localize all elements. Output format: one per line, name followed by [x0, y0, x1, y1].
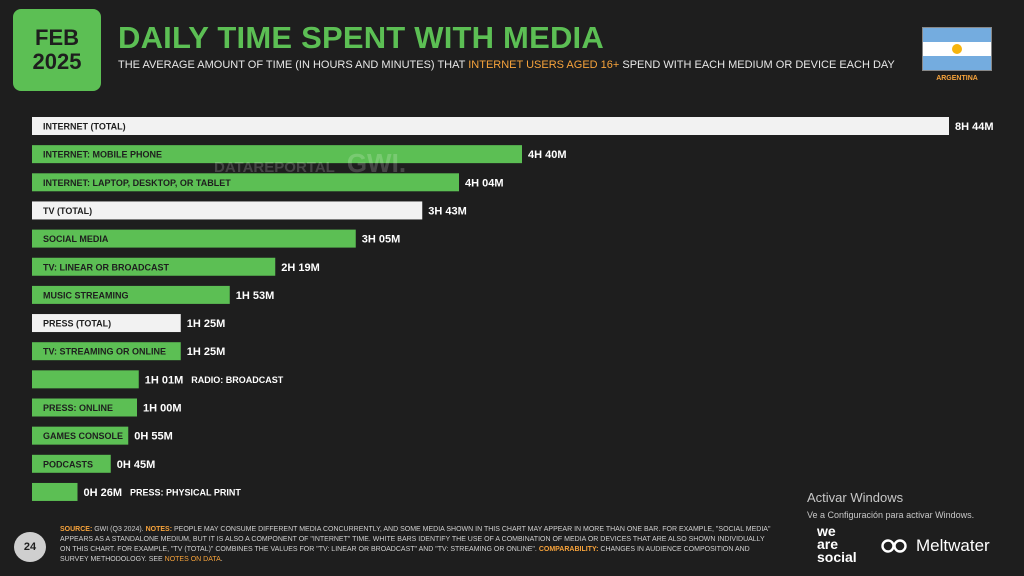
- category-label-press-total: PRESS (TOTAL): [43, 319, 111, 329]
- page-title: DAILY TIME SPENT WITH MEDIA: [118, 20, 604, 55]
- footnote-end: .: [220, 556, 223, 563]
- category-label-internet-laptop-desktop-or-tablet: INTERNET: LAPTOP, DESKTOP, OR TABLET: [43, 178, 231, 188]
- value-label-press-physical-print: 0H 26M: [84, 487, 123, 499]
- page-subtitle: THE AVERAGE AMOUNT OF TIME (IN HOURS AND…: [118, 59, 895, 71]
- country-label: ARGENTINA: [936, 75, 978, 82]
- bar-internet-mobile-phone: [32, 145, 522, 164]
- bar-press-total: [32, 314, 181, 333]
- date-badge: FEB 2025: [13, 9, 101, 91]
- we-are-social-logo: we are social: [817, 523, 857, 565]
- category-label-press-physical-print: PRESS: PHYSICAL PRINT: [130, 487, 241, 497]
- was-line3: social: [817, 549, 857, 565]
- category-label-radio-broadcast: RADIO: BROADCAST: [191, 375, 283, 385]
- activation-subtitle: Ve a Configuración para activar Windows.: [807, 510, 975, 520]
- page-number: 24: [14, 532, 46, 562]
- subtitle-highlight: INTERNET USERS AGED 16+: [468, 59, 620, 71]
- value-label-press-total: 1H 25M: [187, 318, 226, 330]
- bar-tv-streaming-or-online: [32, 342, 181, 361]
- value-label-press-online: 1H 00M: [143, 403, 182, 415]
- notes-on-data-link[interactable]: NOTES ON DATA: [164, 556, 221, 563]
- value-label-music-streaming: 1H 53M: [236, 290, 275, 302]
- category-label-social-media: SOCIAL MEDIA: [43, 234, 109, 244]
- source-text: GWI (Q3 2024).: [92, 526, 146, 533]
- comparability-text: CHANGES IN AUDIENCE COMPOSITION AND SURV…: [60, 546, 750, 563]
- bar-tv-total: [32, 201, 423, 220]
- was-line2: are: [817, 536, 839, 552]
- value-label-tv-streaming-or-online: 1H 25M: [187, 346, 226, 358]
- bar-internet-total: [32, 117, 949, 135]
- bar-press-physical-print: [32, 482, 78, 501]
- argentina-flag-icon: [922, 27, 992, 71]
- value-label-tv-linear-or-broadcast: 2H 19M: [281, 262, 320, 274]
- value-label-internet-laptop-desktop-or-tablet: 4H 04M: [465, 177, 504, 189]
- value-label-internet-total: 8H 44M: [955, 121, 994, 133]
- datareportal-watermark: DATAREPORTAL: [214, 159, 335, 176]
- value-label-tv-total: 3H 43M: [428, 205, 467, 217]
- category-label-music-streaming: MUSIC STREAMING: [43, 290, 129, 300]
- category-label-tv-total: TV (TOTAL): [43, 206, 92, 216]
- watermark: DATAREPORTAL GWI.: [214, 148, 406, 179]
- meltwater-icon: [881, 539, 907, 553]
- bar-social-media: [32, 229, 356, 248]
- category-label-tv-streaming-or-online: TV: STREAMING OR ONLINE: [43, 347, 166, 357]
- gwi-watermark: GWI.: [346, 148, 407, 178]
- category-label-internet-total: INTERNET (TOTAL): [43, 122, 126, 132]
- meltwater-logo: Meltwater: [880, 536, 990, 556]
- bar-tv-linear-or-broadcast: [32, 257, 276, 276]
- bar-music-streaming: [32, 285, 230, 304]
- date-month: FEB: [35, 25, 79, 50]
- activation-title: Activar Windows: [807, 490, 904, 505]
- category-label-podcasts: PODCASTS: [43, 459, 93, 469]
- bar-press-online: [32, 398, 137, 417]
- value-label-radio-broadcast: 1H 01M: [145, 374, 184, 386]
- date-year: 2025: [32, 49, 82, 74]
- category-label-internet-mobile-phone: INTERNET: MOBILE PHONE: [43, 150, 162, 160]
- flag-sun-icon: [952, 44, 962, 54]
- notes-text: PEOPLE MAY CONSUME DIFFERENT MEDIA CONCU…: [60, 526, 771, 553]
- subtitle-text-end: SPEND WITH EACH MEDIUM OR DEVICE EACH DA…: [619, 59, 895, 71]
- windows-activation-overlay[interactable]: Activar Windows Ve a Configuración para …: [807, 490, 974, 520]
- bar-internet-laptop-desktop-or-tablet: [32, 173, 459, 192]
- value-label-games-console: 0H 55M: [134, 431, 173, 443]
- subtitle-text-start: THE AVERAGE AMOUNT OF TIME (IN HOURS AND…: [118, 59, 469, 71]
- category-label-games-console: GAMES CONSOLE: [43, 431, 123, 441]
- value-label-social-media: 3H 05M: [362, 234, 401, 246]
- meltwater-wordmark: Meltwater: [916, 536, 990, 555]
- notes-label: NOTES:: [145, 526, 173, 533]
- footnote: SOURCE: GWI (Q3 2024). NOTES: PEOPLE MAY…: [60, 525, 775, 565]
- was-line1: we: [817, 523, 836, 539]
- bar-games-console: [32, 426, 129, 445]
- comparability-label: COMPARABILITY:: [538, 546, 599, 553]
- source-label: SOURCE:: [60, 526, 93, 533]
- category-label-tv-linear-or-broadcast: TV: LINEAR OR BROADCAST: [43, 262, 170, 272]
- value-label-internet-mobile-phone: 4H 40M: [528, 149, 567, 161]
- bar-radio-broadcast: [32, 370, 139, 389]
- bar-podcasts: [32, 454, 111, 473]
- value-label-podcasts: 0H 45M: [117, 459, 156, 471]
- category-label-press-online: PRESS: ONLINE: [43, 403, 113, 413]
